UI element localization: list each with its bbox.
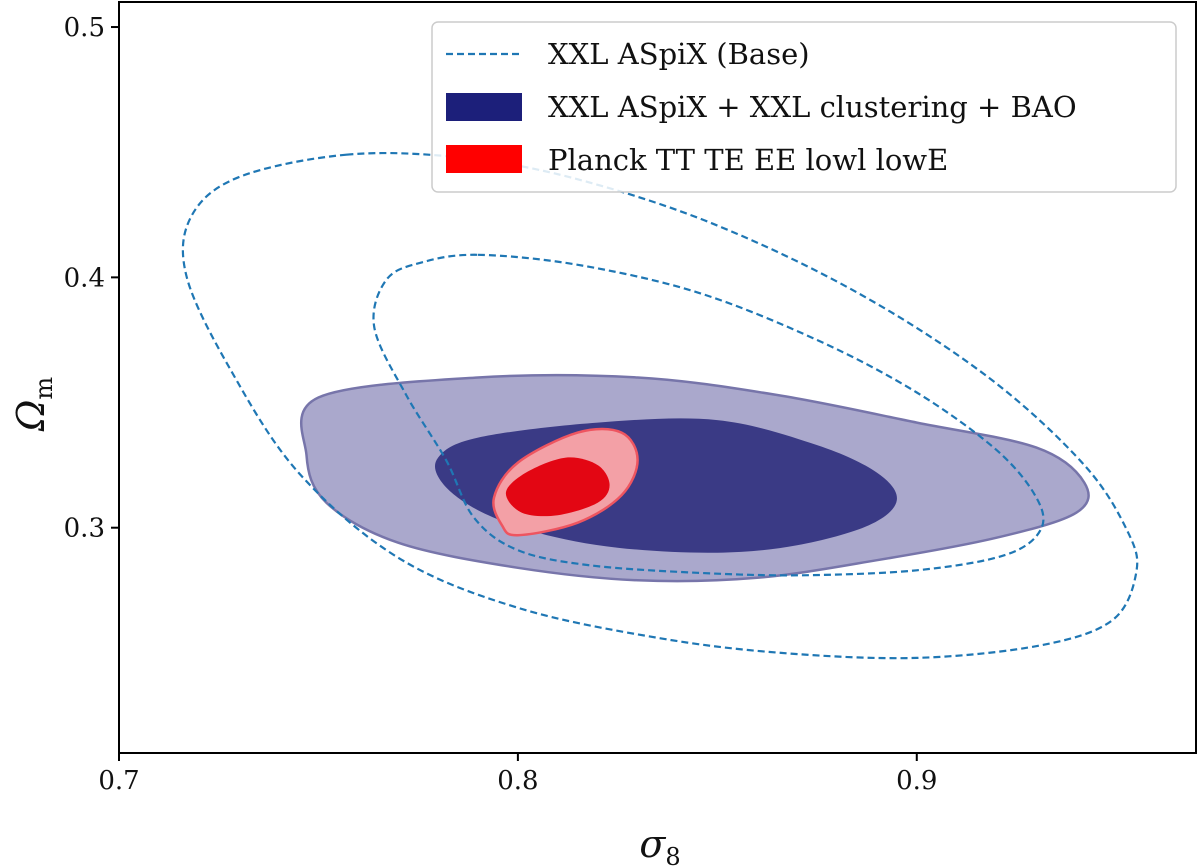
x-axis-label: σ8 [639,822,680,867]
legend-label-planck: Planck TT TE EE lowl lowE [548,143,948,177]
contour-base-95 [181,151,1139,660]
y-tick-label: 0.3 [64,514,105,544]
y-axis-label-main: Ω [9,400,53,433]
y-axis-label-sub: m [30,377,58,400]
x-axis-label-main: σ [639,822,666,866]
plot-frame [118,1,1197,754]
x-tick-label: 0.8 [497,766,538,796]
legend-box [431,21,1177,193]
tick-layer: 0.7 0.8 0.9 0.3 0.4 0.5 [64,13,938,796]
y-tick-label: 0.5 [64,13,105,43]
legend: XXL ASpiX (Base) XXL ASpiX + XXL cluster… [431,21,1177,193]
x-tick-label: 0.9 [896,766,937,796]
contour-planck-68 [505,457,610,517]
legend-label-clustering: XXL ASpiX + XXL clustering + BAO [548,90,1077,124]
y-tick-label: 0.4 [64,263,105,293]
legend-swatch-planck [446,145,522,173]
legend-label-base: XXL ASpiX (Base) [548,37,810,71]
y-axis-label: Ωm [9,377,58,433]
contour-base-68 [372,253,1045,577]
contour-layer [181,151,1139,660]
legend-swatch-clustering [446,93,522,121]
x-axis-label-sub: 8 [665,843,680,867]
x-tick-label: 0.7 [98,766,139,796]
